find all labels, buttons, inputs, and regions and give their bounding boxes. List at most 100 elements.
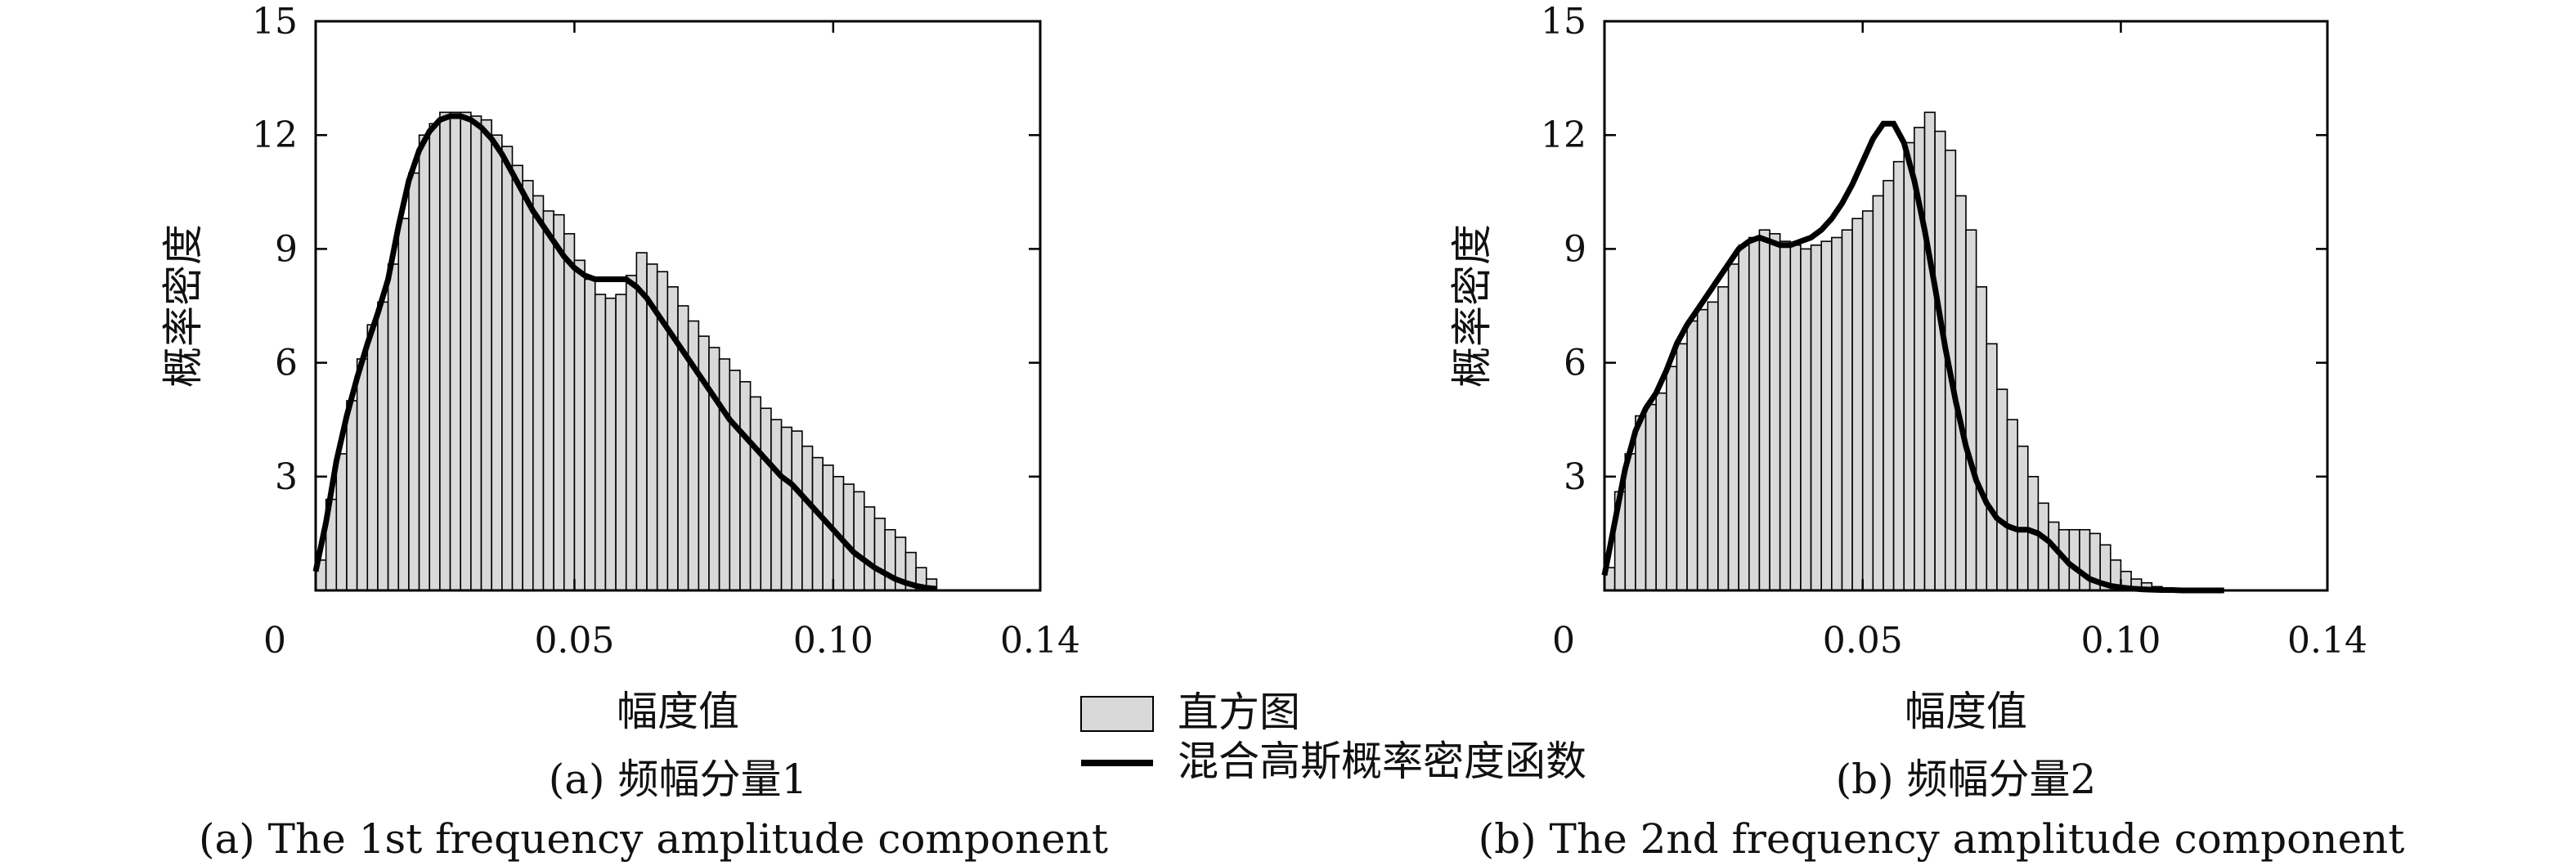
histogram-bar	[573, 259, 586, 591]
histogram-bar	[739, 380, 752, 591]
panel-a-x-axis-label: 幅度值	[617, 688, 739, 735]
histogram-bar	[356, 358, 369, 591]
histogram-bar	[1986, 343, 1998, 591]
histogram-bar	[729, 370, 741, 591]
histogram-bar	[811, 456, 824, 591]
histogram-bar	[491, 134, 503, 591]
histogram-bar	[864, 506, 876, 591]
x-tick-label: 0	[263, 620, 286, 662]
histogram-bar	[1717, 285, 1730, 591]
histogram-bar	[780, 426, 793, 591]
histogram-bar	[1841, 229, 1853, 591]
histogram-bar	[791, 430, 803, 591]
y-tick-label: 15	[1541, 1, 1586, 43]
panel-a-caption-en: (a) The 1st frequency amplitude componen…	[199, 815, 1108, 863]
histogram-bar	[1789, 244, 1802, 591]
histogram-bar	[625, 275, 638, 591]
histogram-bar	[1965, 229, 1977, 591]
y-tick-label: 12	[252, 114, 298, 156]
histogram-bar	[873, 518, 886, 591]
histogram-bar	[718, 358, 731, 591]
y-tick-label: 9	[1564, 228, 1586, 270]
histogram-bar	[563, 233, 576, 591]
histogram-bar	[594, 294, 607, 591]
histogram-bar	[584, 278, 596, 591]
x-tick-label: 0.05	[534, 620, 614, 662]
histogram-bar	[1883, 180, 1895, 591]
histogram-bar	[439, 111, 451, 591]
histogram-bar	[635, 252, 648, 591]
histogram-bar	[842, 483, 855, 591]
histogram-bar	[1892, 160, 1905, 591]
panel-b-histogram	[1604, 111, 2174, 591]
histogram-bar	[460, 111, 472, 591]
histogram-bar	[1738, 244, 1750, 591]
histogram-bar	[449, 111, 461, 591]
y-tick-label: 6	[275, 343, 298, 384]
histogram-bar	[1831, 236, 1843, 591]
histogram-bar	[1820, 240, 1833, 591]
histogram-bar	[760, 407, 772, 591]
histogram-bar	[346, 400, 358, 591]
y-tick-label: 12	[1541, 114, 1586, 156]
panel-b-axes-frame	[1603, 20, 2329, 592]
histogram-bar	[553, 213, 565, 591]
panel-a-y-axis-label: 概率密度	[159, 224, 207, 388]
panel-a-caption-cn: (a) 频幅分量1	[549, 756, 808, 803]
legend-histogram-swatch	[1080, 696, 1154, 732]
histogram-bar	[1748, 236, 1761, 591]
histogram-bar	[1903, 141, 1915, 591]
panel-a-axes-frame	[314, 20, 1042, 592]
histogram-bar	[1779, 240, 1792, 591]
histogram-bar	[418, 134, 431, 591]
histogram-bar	[2006, 419, 2018, 591]
histogram-bar	[2017, 445, 2029, 591]
histogram-bar	[480, 119, 492, 591]
histogram-bar	[1954, 195, 1967, 591]
panel-b-y-axis-label: 概率密度	[1448, 224, 1496, 388]
histogram-bar	[1645, 403, 1657, 591]
histogram-bar	[470, 115, 482, 591]
histogram-bar	[1686, 320, 1699, 591]
histogram-bar	[408, 172, 420, 591]
histogram-bar	[1769, 233, 1781, 591]
panel-b-ticks: 3 6 9 12 15 0 0.05 0.10 0.14	[1541, 1, 2367, 662]
histogram-bar	[1696, 308, 1709, 591]
histogram-bar	[397, 218, 410, 591]
panel-b-x-axis-label: 幅度值	[1905, 688, 2027, 735]
panel-a-ticks: 3 6 9 12 15 0 0.05 0.10 0.14	[252, 1, 1080, 662]
panel-b-caption-cn: (b) 频幅分量2	[1836, 756, 2097, 803]
histogram-bar	[2037, 502, 2049, 591]
legend: 直方图 混合高斯概率密度函数	[1080, 689, 1586, 785]
histogram-bar	[2048, 521, 2060, 591]
histogram-bar	[335, 453, 348, 591]
histogram-bar	[604, 297, 617, 591]
histogram-bar	[429, 123, 441, 591]
histogram-bar	[1635, 415, 1647, 591]
histogram-bar	[522, 180, 534, 591]
x-tick-label: 0	[1552, 620, 1575, 662]
x-tick-label: 0.14	[1000, 620, 1080, 662]
y-tick-label: 15	[252, 1, 298, 43]
panel-b-caption-en: (b) The 2nd frequency amplitude componen…	[1479, 815, 2405, 863]
histogram-bar	[511, 164, 523, 591]
histogram-bar	[749, 396, 762, 591]
histogram-bar	[1655, 392, 1667, 591]
y-tick-label: 9	[275, 228, 298, 270]
histogram-bar	[501, 146, 514, 591]
panel-a-pdf-curve	[312, 113, 937, 592]
legend-histogram-label: 直方图	[1178, 689, 1300, 736]
histogram-bar	[1923, 111, 1936, 591]
histogram-bar	[801, 445, 814, 591]
histogram-bar	[1665, 366, 1678, 591]
histogram-bar	[1758, 229, 1770, 591]
histogram-bar	[1861, 210, 1874, 591]
histogram-bar	[853, 491, 865, 591]
histogram-bar	[2068, 528, 2080, 591]
histogram-bar	[1676, 343, 1688, 591]
histogram-bar	[1727, 263, 1739, 591]
histogram-bar	[1996, 388, 2008, 591]
